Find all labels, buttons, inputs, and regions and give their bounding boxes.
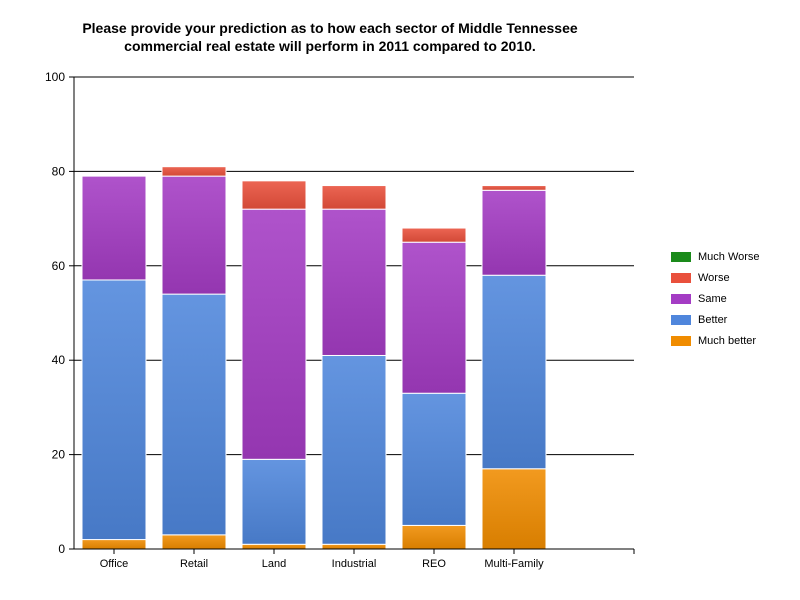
bar-segment-better <box>401 392 467 526</box>
y-tick-label: 20 <box>52 448 66 462</box>
bar-segment-better <box>161 293 227 536</box>
y-tick-label: 80 <box>52 164 66 178</box>
chart-title-line-2: commercial real estate will perform in 2… <box>124 38 536 54</box>
legend-swatch <box>671 335 691 346</box>
bar-segment-much-better <box>401 524 467 550</box>
legend-label: Same <box>698 292 727 305</box>
chart-title-line-1: Please provide your prediction as to how… <box>82 20 578 36</box>
bar-segment-worse <box>481 185 547 191</box>
bar-segment-worse <box>401 227 467 243</box>
bar-segment-much-better <box>241 543 307 550</box>
x-tick-label: Multi-Family <box>484 558 544 570</box>
bar-segment-better <box>481 274 547 470</box>
chart-title: Please provide your prediction as to how… <box>40 19 620 55</box>
bar-segment-much-better <box>161 534 227 550</box>
bar-segment-same <box>161 175 227 295</box>
x-tick-label: REO <box>422 558 446 570</box>
bar-segment-worse <box>161 166 227 177</box>
legend-swatch <box>671 293 691 304</box>
bar-segment-better <box>81 279 147 541</box>
bar-segment-same <box>401 241 467 394</box>
y-tick-label: 100 <box>45 70 65 84</box>
legend-item: Same <box>671 288 760 309</box>
y-tick-label: 40 <box>52 353 66 367</box>
legend-item: Worse <box>671 267 760 288</box>
bar-segment-much-better <box>321 543 387 550</box>
bar-segment-much-better <box>81 539 147 550</box>
bar-segment-same <box>81 175 147 281</box>
x-tick-label: Office <box>100 558 129 570</box>
legend-swatch <box>671 272 691 283</box>
y-tick-label: 0 <box>58 542 65 556</box>
chart-legend: Much Worse Worse Same Better Much better <box>671 246 760 351</box>
x-tick-label: Industrial <box>332 558 377 570</box>
bar-segment-much-better <box>481 468 547 550</box>
legend-label: Much better <box>698 334 757 347</box>
bar-segment-better <box>241 458 307 545</box>
bar-segment-better <box>321 354 387 545</box>
legend-swatch <box>671 251 691 262</box>
legend-item: Much Worse <box>671 246 760 267</box>
x-tick-label: Land <box>262 558 286 570</box>
legend-label: Better <box>698 313 728 326</box>
legend-swatch <box>671 314 691 325</box>
legend-label: Worse <box>698 271 730 284</box>
y-tick-label: 60 <box>52 259 66 273</box>
bar-segment-worse <box>321 185 387 210</box>
bar-segment-worse <box>241 180 307 210</box>
legend-label: Much Worse <box>698 250 760 263</box>
legend-item: Much better <box>671 330 760 351</box>
x-tick-label: Retail <box>180 558 208 570</box>
bar-segment-same <box>481 189 547 276</box>
bar-segment-same <box>321 208 387 356</box>
legend-item: Better <box>671 309 760 330</box>
bar-segment-same <box>241 208 307 460</box>
